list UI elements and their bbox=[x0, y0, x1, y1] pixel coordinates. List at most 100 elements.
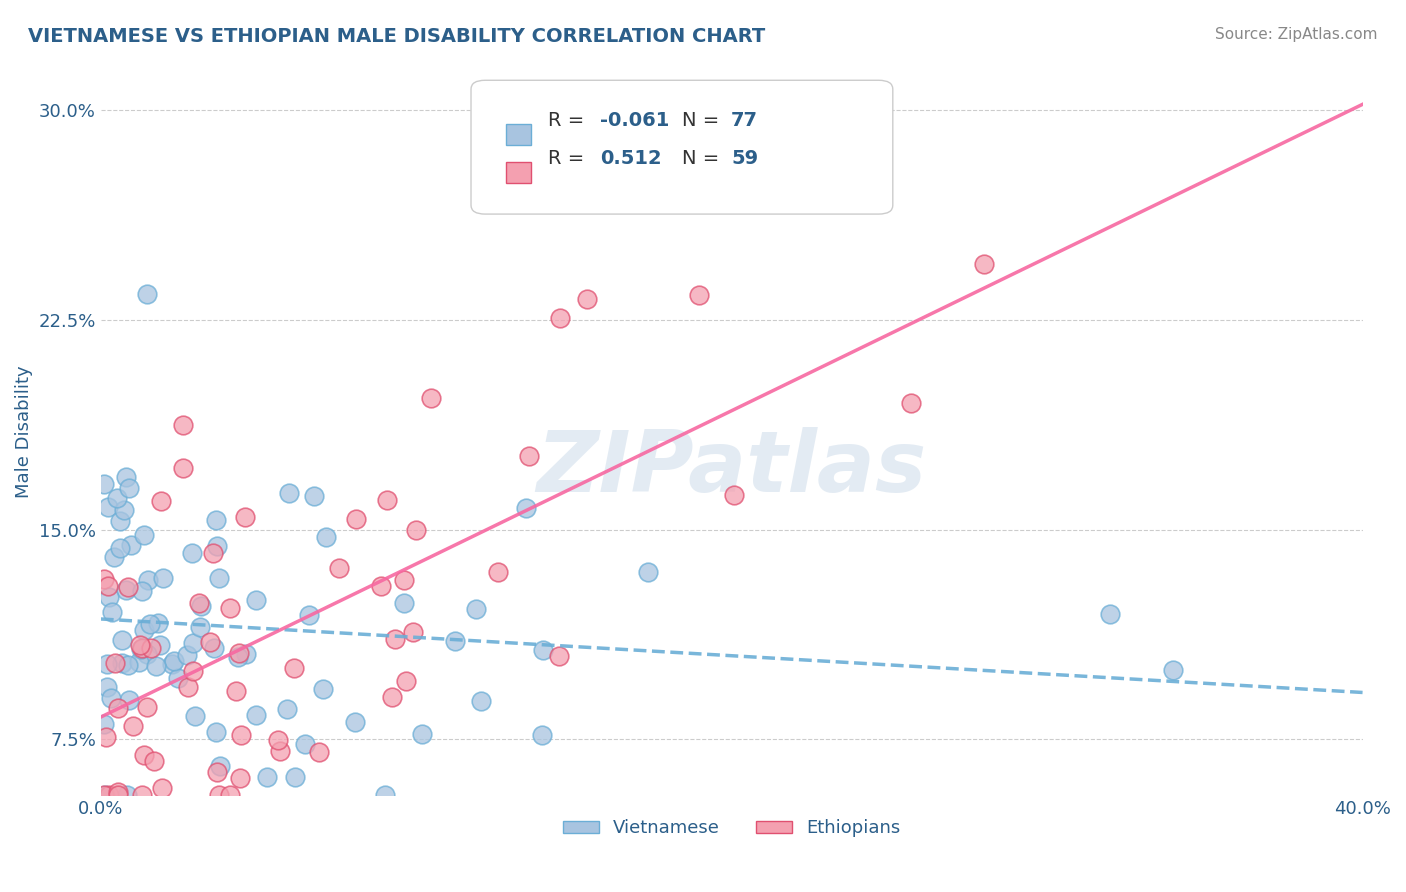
Point bbox=[117, 580, 139, 594]
Point bbox=[101, 605, 124, 619]
Point bbox=[93, 572, 115, 586]
Point bbox=[135, 287, 157, 301]
Point bbox=[139, 616, 162, 631]
Point bbox=[519, 449, 541, 463]
Point bbox=[343, 714, 366, 729]
Point bbox=[104, 656, 127, 670]
Point bbox=[105, 491, 128, 505]
Point bbox=[103, 549, 125, 564]
Point bbox=[302, 489, 325, 503]
Point bbox=[245, 708, 267, 723]
Point bbox=[96, 680, 118, 694]
Point bbox=[160, 657, 183, 672]
Point bbox=[298, 607, 321, 622]
Text: R =: R = bbox=[548, 149, 591, 169]
Point bbox=[344, 511, 367, 525]
Point bbox=[515, 501, 537, 516]
Point bbox=[218, 600, 240, 615]
Point bbox=[208, 571, 231, 585]
Point bbox=[150, 780, 173, 795]
Point bbox=[120, 538, 142, 552]
Point bbox=[129, 642, 152, 657]
Point bbox=[235, 510, 257, 524]
Point bbox=[166, 671, 188, 685]
Point bbox=[121, 719, 143, 733]
Point bbox=[93, 789, 115, 803]
Point bbox=[188, 596, 211, 610]
Text: 77: 77 bbox=[731, 111, 758, 130]
Point bbox=[131, 583, 153, 598]
Point bbox=[134, 623, 156, 637]
Point bbox=[172, 461, 194, 475]
Point bbox=[115, 789, 138, 803]
Point bbox=[108, 541, 131, 555]
Point bbox=[283, 661, 305, 675]
Point bbox=[723, 488, 745, 502]
Point bbox=[575, 293, 598, 307]
Point bbox=[115, 582, 138, 597]
Point bbox=[117, 658, 139, 673]
Point bbox=[136, 699, 159, 714]
Point bbox=[312, 681, 335, 696]
Point bbox=[149, 494, 172, 508]
Point bbox=[548, 648, 571, 663]
Point bbox=[129, 638, 152, 652]
Point bbox=[637, 566, 659, 580]
Point bbox=[328, 561, 350, 575]
Point bbox=[177, 680, 200, 694]
Text: VIETNAMESE VS ETHIOPIAN MALE DISABILITY CORRELATION CHART: VIETNAMESE VS ETHIOPIAN MALE DISABILITY … bbox=[28, 27, 765, 45]
Point bbox=[128, 656, 150, 670]
Point bbox=[370, 579, 392, 593]
Point bbox=[176, 648, 198, 662]
Point bbox=[188, 620, 211, 634]
Text: 59: 59 bbox=[731, 149, 758, 169]
Y-axis label: Male Disability: Male Disability bbox=[15, 366, 32, 499]
Text: -0.061: -0.061 bbox=[600, 111, 669, 130]
Point bbox=[209, 759, 232, 773]
Point bbox=[93, 716, 115, 731]
Point bbox=[180, 546, 202, 560]
Point bbox=[900, 395, 922, 409]
Point bbox=[443, 633, 465, 648]
Point bbox=[269, 744, 291, 758]
Point bbox=[202, 546, 225, 560]
Point bbox=[136, 573, 159, 587]
Point bbox=[973, 257, 995, 271]
Point bbox=[152, 571, 174, 585]
Point bbox=[315, 531, 337, 545]
Text: R =: R = bbox=[548, 111, 591, 130]
Point bbox=[395, 674, 418, 689]
Point bbox=[172, 418, 194, 433]
Point bbox=[183, 635, 205, 649]
Point bbox=[118, 693, 141, 707]
Point bbox=[134, 747, 156, 762]
Point bbox=[208, 789, 231, 803]
Point bbox=[112, 502, 135, 516]
Point bbox=[308, 745, 330, 759]
Point bbox=[235, 647, 257, 661]
Text: N =: N = bbox=[682, 111, 725, 130]
Text: N =: N = bbox=[682, 149, 725, 169]
Point bbox=[190, 599, 212, 613]
Legend: Vietnamese, Ethiopians: Vietnamese, Ethiopians bbox=[555, 812, 908, 845]
Point bbox=[278, 486, 301, 500]
Point bbox=[118, 481, 141, 495]
Point bbox=[111, 633, 134, 648]
Point bbox=[135, 647, 157, 661]
Point bbox=[392, 596, 415, 610]
Point bbox=[148, 615, 170, 630]
Point bbox=[688, 287, 710, 301]
Point bbox=[225, 683, 247, 698]
Point bbox=[115, 469, 138, 483]
Text: Source: ZipAtlas.com: Source: ZipAtlas.com bbox=[1215, 27, 1378, 42]
Point bbox=[205, 539, 228, 553]
Point bbox=[143, 754, 166, 768]
Point bbox=[94, 789, 117, 803]
Point bbox=[96, 657, 118, 671]
Point bbox=[98, 590, 121, 604]
Point bbox=[219, 789, 242, 803]
Point bbox=[405, 523, 427, 537]
Point bbox=[107, 789, 129, 803]
Point bbox=[183, 709, 205, 723]
Point bbox=[131, 789, 153, 803]
